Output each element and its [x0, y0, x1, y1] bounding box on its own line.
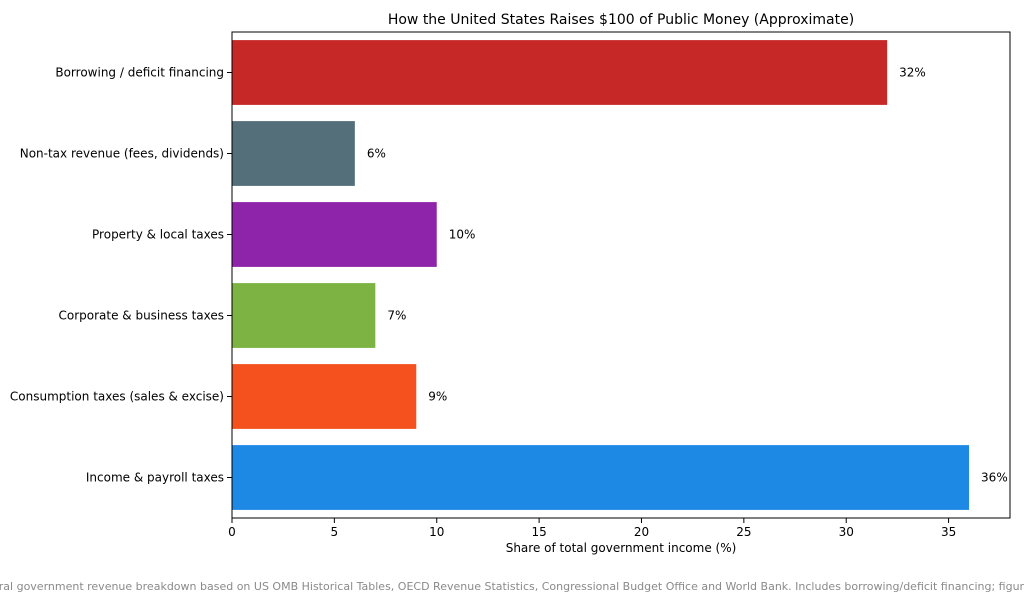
x-tick-label: 10 [429, 525, 444, 539]
value-label: 9% [428, 390, 447, 404]
y-tick-label: Non-tax revenue (fees, dividends) [20, 147, 224, 161]
chart-title: How the United States Raises $100 of Pub… [388, 12, 854, 28]
bar [232, 202, 437, 267]
x-tick-label: 20 [634, 525, 649, 539]
y-tick-label: Borrowing / deficit financing [55, 66, 224, 80]
value-label: 6% [367, 147, 386, 161]
y-tick-label: Corporate & business taxes [58, 309, 224, 323]
bar [232, 283, 376, 348]
x-tick-label: 25 [736, 525, 751, 539]
x-tick-label: 0 [228, 525, 236, 539]
x-tick-label: 15 [531, 525, 546, 539]
y-tick-label: Consumption taxes (sales & excise) [10, 390, 224, 404]
footnote: eral government revenue breakdown based … [0, 580, 1024, 596]
bar [232, 445, 970, 510]
x-tick-label: 30 [839, 525, 854, 539]
x-ticks: 0 5 10 15 20 25 30 35 [228, 518, 956, 539]
value-label: 36% [981, 471, 1008, 485]
bar [232, 40, 888, 105]
value-label: 32% [899, 66, 926, 80]
plot-frame [231, 31, 1011, 519]
bar [232, 121, 355, 186]
value-label: 10% [449, 228, 476, 242]
x-tick-label: 35 [941, 525, 956, 539]
footnote-text: eral government revenue breakdown based … [0, 580, 1024, 593]
x-tick-label: 5 [331, 525, 339, 539]
bar [232, 364, 417, 429]
y-tick-label: Income & payroll taxes [86, 471, 224, 485]
value-labels: 36% 9% 7% 10% 6% 32% [367, 66, 1008, 485]
value-label: 7% [387, 309, 406, 323]
y-tick-label: Property & local taxes [92, 228, 224, 242]
x-axis-label: Share of total government income (%) [506, 541, 737, 555]
bars-layer [232, 40, 970, 510]
y-tick-labels: Income & payroll taxes Consumption taxes … [10, 66, 232, 485]
